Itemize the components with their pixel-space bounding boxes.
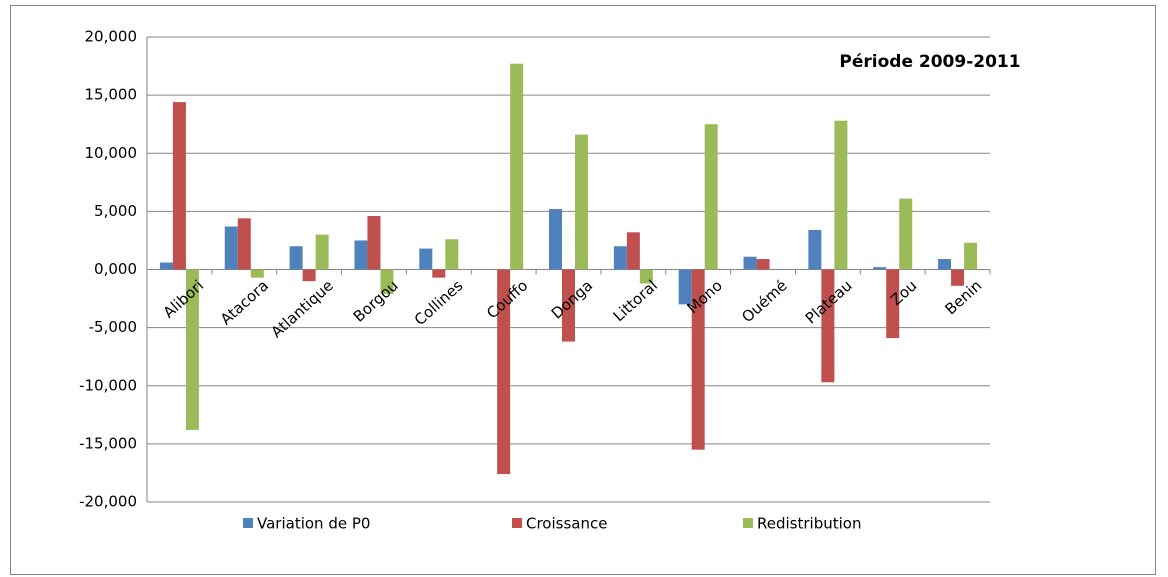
bar	[172, 102, 186, 270]
bar	[315, 234, 329, 270]
bar	[185, 269, 199, 430]
y-tick-label: 5,000	[94, 202, 137, 220]
bar	[938, 259, 952, 270]
bar	[873, 267, 887, 270]
legend-label: Croissance	[526, 515, 607, 533]
bar	[497, 269, 511, 475]
bar	[678, 269, 692, 305]
bar	[302, 269, 316, 282]
bar	[549, 209, 562, 270]
bar	[899, 198, 913, 270]
bar	[808, 229, 822, 270]
bar	[639, 269, 653, 284]
chart-border	[10, 5, 1156, 575]
legend-swatch	[743, 518, 753, 528]
bar	[224, 226, 238, 270]
legend-swatch	[243, 518, 253, 528]
y-tick-label: -15,000	[79, 434, 137, 452]
bar	[834, 120, 848, 270]
bar	[704, 124, 718, 270]
bar	[613, 246, 627, 270]
bar	[159, 262, 173, 270]
bar	[821, 269, 835, 383]
legend-label: Variation de P0	[257, 515, 370, 533]
bar	[289, 246, 303, 270]
bar	[562, 269, 575, 342]
bar	[951, 269, 965, 286]
bar	[626, 232, 640, 270]
bar	[691, 269, 705, 450]
bar	[250, 269, 264, 278]
bar	[237, 218, 251, 270]
y-tick-label: -5,000	[89, 318, 137, 336]
bar	[575, 134, 588, 270]
bar	[964, 242, 978, 270]
bar	[756, 259, 770, 270]
bar	[886, 269, 900, 339]
bar	[354, 240, 368, 270]
y-tick-label: -20,000	[79, 493, 137, 511]
y-tick-label: 20,000	[85, 28, 138, 46]
bar	[743, 256, 757, 270]
annotation: Période 2009-2011	[839, 52, 1020, 72]
bar	[432, 269, 446, 278]
bar	[367, 216, 381, 270]
bar	[445, 239, 459, 270]
legend-swatch	[512, 518, 522, 528]
y-tick-label: 15,000	[85, 86, 138, 104]
bar	[510, 63, 524, 270]
legend-label: Redistribution	[757, 515, 861, 533]
y-tick-label: 10,000	[85, 144, 138, 162]
y-tick-label: 0,000	[94, 260, 137, 278]
bar	[419, 248, 433, 270]
y-tick-label: -10,000	[79, 376, 137, 394]
bar	[380, 269, 394, 294]
